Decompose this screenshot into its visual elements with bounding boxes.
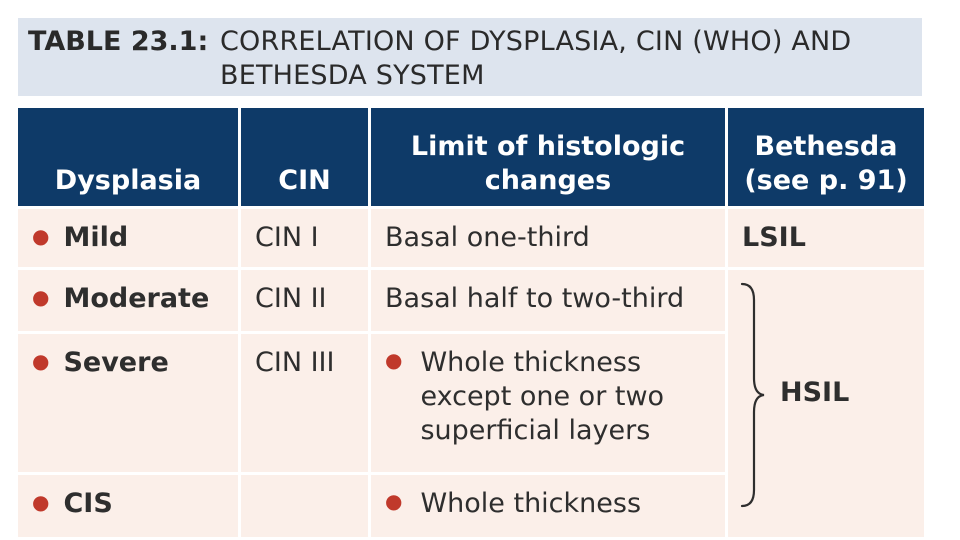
header-bethesda-line1: Bethesda xyxy=(754,131,898,162)
table-row-mild-cin: CIN I xyxy=(241,209,368,267)
header-bethesda: Bethesda (see p. 91) xyxy=(728,108,924,206)
dysplasia-label: Severe xyxy=(63,347,169,378)
table-row-severe-limit: ● Whole thickness except one or two supe… xyxy=(371,334,725,472)
limit-line: Whole thickness xyxy=(420,347,642,378)
table-row-cis-cin xyxy=(241,475,368,537)
bethesda-label: LSIL xyxy=(742,222,806,253)
header-dysplasia: Dysplasia xyxy=(18,108,238,206)
header-bethesda-line2: (see p. 91) xyxy=(744,165,908,196)
limit-bullet-item: ● Whole thickness except one or two supe… xyxy=(385,346,725,448)
bullet-icon: ● xyxy=(32,224,50,248)
limit-label: Basal one-third xyxy=(385,222,590,253)
table-title: TABLE 23.1: CORRELATION OF DYSPLASIA, CI… xyxy=(18,18,922,96)
header-limit-line1: Limit of histologic xyxy=(410,131,686,162)
limit-label: Basal half to two-third xyxy=(385,283,685,314)
bethesda-hsil-label: HSIL xyxy=(780,377,850,408)
header-dysplasia-label: Dysplasia xyxy=(54,165,202,196)
header-limit: Limit of histologic changes xyxy=(371,108,725,206)
table-title-line2: BETHESDA SYSTEM xyxy=(220,60,485,91)
bullet-icon: ● xyxy=(385,348,403,372)
table-title-line1: CORRELATION OF DYSPLASIA, CIN (WHO) AND xyxy=(220,26,852,57)
table-row-mild-bethesda: LSIL xyxy=(728,209,924,267)
table-row-moderate-limit: Basal half to two-third xyxy=(371,270,725,331)
dysplasia-label: Mild xyxy=(63,222,129,253)
bullet-icon: ● xyxy=(385,489,403,513)
cin-label: CIN I xyxy=(255,222,319,253)
table-row-cis-limit: ● Whole thickness xyxy=(371,475,725,537)
table-number: TABLE 23.1: xyxy=(28,26,209,57)
limit-line: superficial layers xyxy=(420,415,651,446)
table-row-mild-dysplasia: ● Mild xyxy=(18,209,238,267)
dysplasia-label: CIS xyxy=(63,488,113,519)
limit-line: Whole thickness xyxy=(420,488,642,519)
bullet-icon: ● xyxy=(32,285,50,309)
bethesda-merged-cell: HSIL xyxy=(728,270,924,537)
dysplasia-label: Moderate xyxy=(63,283,210,314)
table-row-mild-limit: Basal one-third xyxy=(371,209,725,267)
header-cin-label: CIN xyxy=(278,165,331,196)
limit-line: except one or two xyxy=(420,381,665,412)
header-limit-line2: changes xyxy=(484,165,612,196)
table-row-cis-dysplasia: ● CIS xyxy=(18,475,238,537)
bullet-icon: ● xyxy=(32,490,50,514)
table-row-moderate-cin: CIN II xyxy=(241,270,368,331)
bullet-icon: ● xyxy=(32,349,50,373)
table-row-severe-cin: CIN III xyxy=(241,334,368,472)
cin-label: CIN II xyxy=(255,283,327,314)
table-row-moderate-dysplasia: ● Moderate xyxy=(18,270,238,331)
cin-label: CIN III xyxy=(255,347,335,378)
curly-brace-icon xyxy=(740,282,765,508)
limit-bullet-item: ● Whole thickness xyxy=(385,487,725,521)
table-row-severe-dysplasia: ● Severe xyxy=(18,334,238,472)
header-cin: CIN xyxy=(241,108,368,206)
